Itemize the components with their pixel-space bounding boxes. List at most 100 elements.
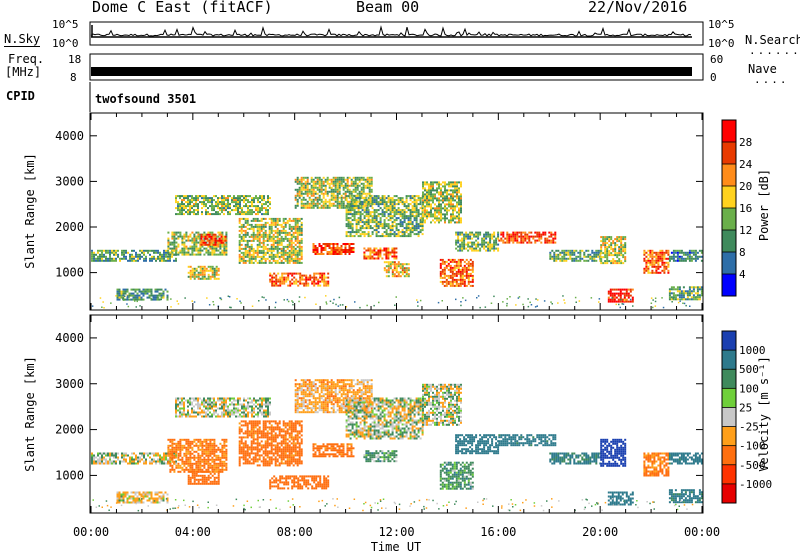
heatmap-cell (657, 260, 659, 262)
heatmap-cell (659, 260, 661, 262)
heatmap-cell (461, 250, 463, 252)
heatmap-cell (208, 278, 210, 280)
heatmap-cell (368, 203, 370, 205)
heatmap-cell (493, 242, 495, 244)
heatmap-cell (442, 207, 444, 209)
heatmap-cell (432, 195, 434, 197)
heatmap-cell (497, 248, 499, 250)
heatmap-cell (197, 252, 199, 254)
heatmap-cell (217, 197, 219, 199)
heatmap-cell (444, 205, 446, 207)
heatmap-cell (333, 197, 335, 199)
heatmap-blob (455, 232, 499, 252)
heatmap-cell (301, 240, 303, 242)
heatmap-cell (463, 236, 465, 238)
heatmap-cell (153, 498, 155, 500)
heatmap-cell (697, 286, 699, 288)
heatmap-cell (251, 224, 253, 226)
heatmap-cell (460, 265, 462, 267)
heatmap-cell (265, 222, 267, 224)
heatmap-cell (161, 258, 163, 260)
heatmap-cell (189, 213, 191, 215)
heatmap-cell (297, 252, 299, 254)
heatmap-cell (97, 260, 99, 262)
heatmap-cell (614, 252, 616, 254)
heatmap-cell (400, 231, 402, 233)
heatmap-cell (548, 240, 550, 242)
heatmap-cell (677, 286, 679, 288)
heatmap-cell (289, 283, 291, 285)
heatmap-cell (301, 203, 303, 205)
heatmap-cell (301, 185, 303, 187)
heatmap-cell (239, 242, 241, 244)
heatmap-cell (337, 253, 339, 255)
heatmap-cell (612, 240, 614, 242)
heatmap-cell (348, 211, 350, 213)
heatmap-cell (620, 295, 622, 297)
heatmap-cell (204, 266, 206, 268)
heatmap-cell (438, 199, 440, 201)
heatmap-cell (177, 449, 179, 451)
heatmap-cell (349, 185, 351, 187)
heatmap-cell (297, 220, 299, 222)
heatmap-cell (197, 234, 199, 236)
heatmap-cell (241, 213, 243, 215)
heatmap-cell (153, 256, 155, 258)
heatmap-cell (291, 242, 293, 244)
heatmap-cell (261, 224, 263, 226)
heatmap-cell (239, 250, 241, 252)
heatmap-cell (211, 242, 213, 244)
heatmap-cell (331, 249, 333, 251)
heatmap-cell (456, 193, 458, 195)
heatmap-cell (317, 177, 319, 179)
heatmap-cell (479, 232, 481, 234)
heatmap-cell (663, 254, 665, 256)
heatmap-cell (420, 219, 422, 221)
heatmap-cell (663, 258, 665, 260)
heatmap-cell (289, 240, 291, 242)
heatmap-cell (364, 235, 366, 237)
heatmap-cell (460, 263, 462, 265)
heatmap-cell (105, 250, 107, 252)
heatmap-cell (137, 492, 139, 494)
heatmap-cell (685, 254, 687, 256)
heatmap-cell (649, 250, 651, 252)
heatmap-cell (195, 205, 197, 207)
heatmap-cell (458, 271, 460, 273)
heatmap-cell (209, 232, 211, 234)
heatmap-cell (247, 234, 249, 236)
heatmap-cell (119, 291, 121, 293)
heatmap-cell (348, 195, 350, 197)
heatmap-cell (418, 225, 420, 227)
heatmap-cell (99, 459, 101, 461)
heatmap-cell (287, 232, 289, 234)
heatmap-cell (181, 199, 183, 201)
heatmap-cell (257, 218, 259, 220)
heatmap-cell (345, 185, 347, 187)
heatmap-cell (454, 281, 456, 283)
heatmap-cell (442, 217, 444, 219)
heatmap-cell (147, 291, 149, 293)
heatmap-cell (438, 207, 440, 209)
heatmap-cell (299, 248, 301, 250)
heatmap-cell (337, 189, 339, 191)
heatmap-cell (464, 285, 466, 287)
heatmap-cell (520, 240, 522, 242)
heatmap-cell (387, 258, 389, 260)
heatmap-cell (434, 211, 436, 213)
heatmap-cell (520, 236, 522, 238)
heatmap-cell (216, 268, 218, 270)
heatmap-cell (219, 248, 221, 250)
heatmap-cell (227, 211, 229, 213)
heatmap-cell (305, 281, 307, 283)
heatmap-cell (460, 277, 462, 279)
heatmap-cell (465, 248, 467, 250)
heatmap-cell (303, 187, 305, 189)
heatmap-cell (444, 275, 446, 277)
heatmap-cell (167, 439, 169, 441)
heatmap-cell (677, 252, 679, 254)
heatmap-cell (259, 211, 261, 213)
heatmap-cell (183, 234, 185, 236)
heatmap-cell (616, 240, 618, 242)
heatmap-cell (587, 260, 589, 262)
